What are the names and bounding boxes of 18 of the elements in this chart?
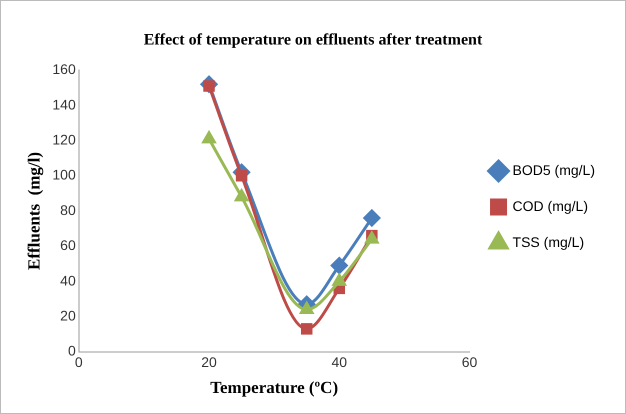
legend-label: COD (mg/L)	[512, 198, 588, 214]
y-tick-label: 160	[52, 61, 76, 78]
y-tick-label: 80	[60, 202, 76, 218]
x-axis-title: Temperature (ºC)	[210, 378, 338, 398]
y-tick-label: 60	[60, 237, 76, 254]
y-tick-label: 140	[52, 96, 76, 112]
legend-label: BOD5 (mg/L)	[512, 162, 596, 178]
x-tick-label: 40	[331, 354, 348, 370]
y-axis-title: Effluents (mg/l)	[24, 152, 44, 270]
y-tick-label: 20	[60, 307, 76, 324]
chart-title: Effect of temperature on effluents after treatment	[144, 32, 483, 49]
x-tick-label: 20	[201, 354, 218, 370]
x-tick-label: 60	[462, 354, 478, 370]
legend-label: TSS (mg/L)	[512, 234, 584, 250]
y-tick-label: 40	[60, 272, 76, 288]
y-tick-label: 0	[68, 342, 76, 359]
y-tick-label: 100	[52, 166, 76, 183]
y-tick-label: 120	[52, 131, 76, 148]
